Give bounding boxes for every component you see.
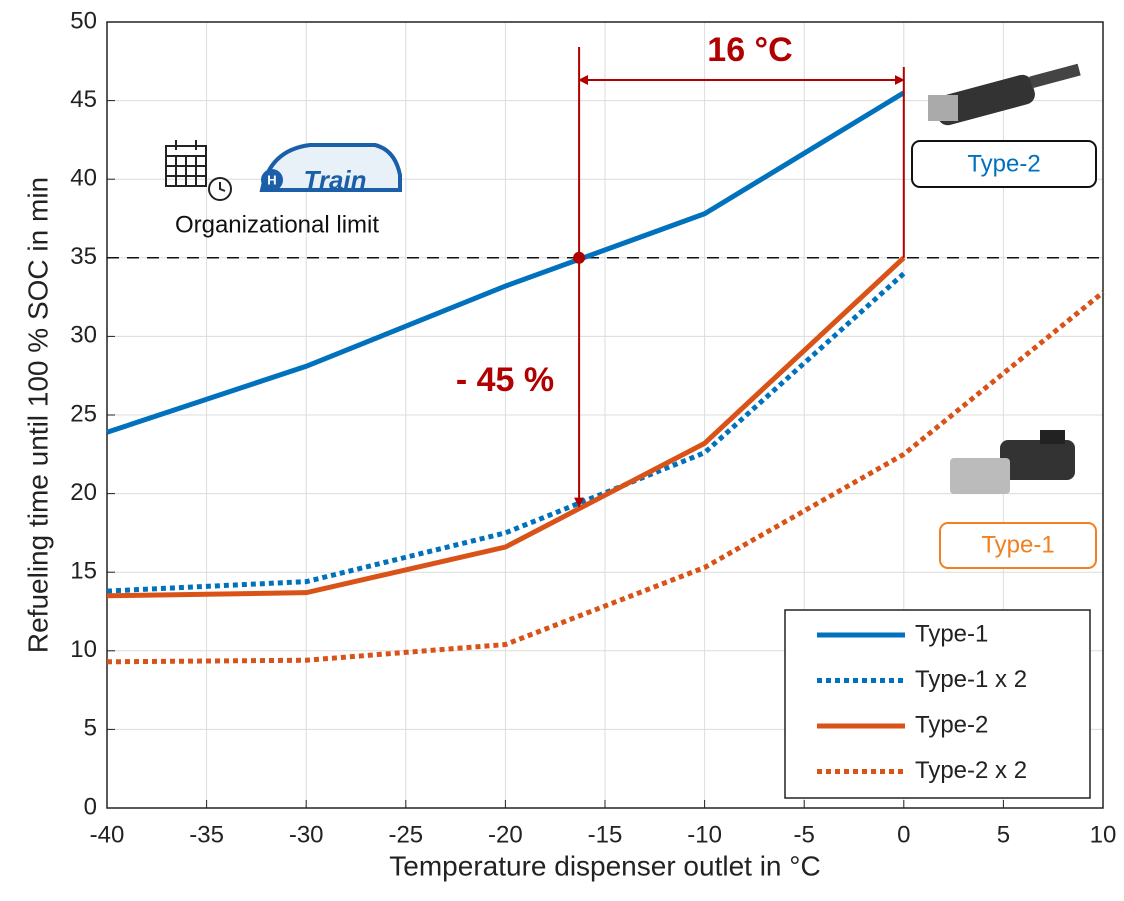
connector-label: Type-1 (981, 531, 1054, 558)
y-tick-label: 25 (70, 400, 97, 427)
y-tick-label: 50 (70, 7, 97, 34)
y-tick-label: 40 (70, 165, 97, 192)
x-tick-label: -30 (289, 821, 324, 848)
logo-text: Train (303, 165, 366, 195)
y-tick-label: 10 (70, 636, 97, 663)
crossing-point (573, 252, 585, 264)
temperature-gap-label: 16 °C (707, 31, 792, 69)
y-tick-label: 30 (70, 322, 97, 349)
connector-label: Type-2 (967, 150, 1040, 177)
legend-label: Type-1 (915, 620, 988, 647)
x-tick-label: 10 (1090, 821, 1117, 848)
time-reduction-label: - 45 % (456, 361, 554, 399)
x-tick-label: -40 (90, 821, 125, 848)
x-tick-label: -25 (388, 821, 423, 848)
y-tick-label: 20 (70, 479, 97, 506)
y-tick-label: 0 (84, 793, 97, 820)
legend-label: Type-2 x 2 (915, 757, 1027, 784)
y-tick-label: 5 (84, 715, 97, 742)
legend-label: Type-2 (915, 711, 988, 738)
chart: H Train Organizational limit 16 °C - 45 … (0, 0, 1124, 901)
y-axis-label: Refueling time until 100 % SOC in min (22, 177, 53, 653)
logo-h: H (267, 172, 276, 187)
x-tick-label: -35 (189, 821, 224, 848)
limit-label: Organizational limit (175, 211, 379, 238)
legend-label: Type-1 x 2 (915, 666, 1027, 693)
x-tick-label: -5 (794, 821, 815, 848)
x-tick-label: 5 (997, 821, 1010, 848)
y-tick-label: 15 (70, 558, 97, 585)
x-axis-label: Temperature dispenser outlet in °C (389, 850, 820, 881)
y-tick-label: 45 (70, 86, 97, 113)
x-tick-label: -20 (488, 821, 523, 848)
x-tick-label: -15 (588, 821, 623, 848)
x-tick-label: -10 (687, 821, 722, 848)
x-tick-label: 0 (897, 821, 910, 848)
y-tick-label: 35 (70, 243, 97, 270)
